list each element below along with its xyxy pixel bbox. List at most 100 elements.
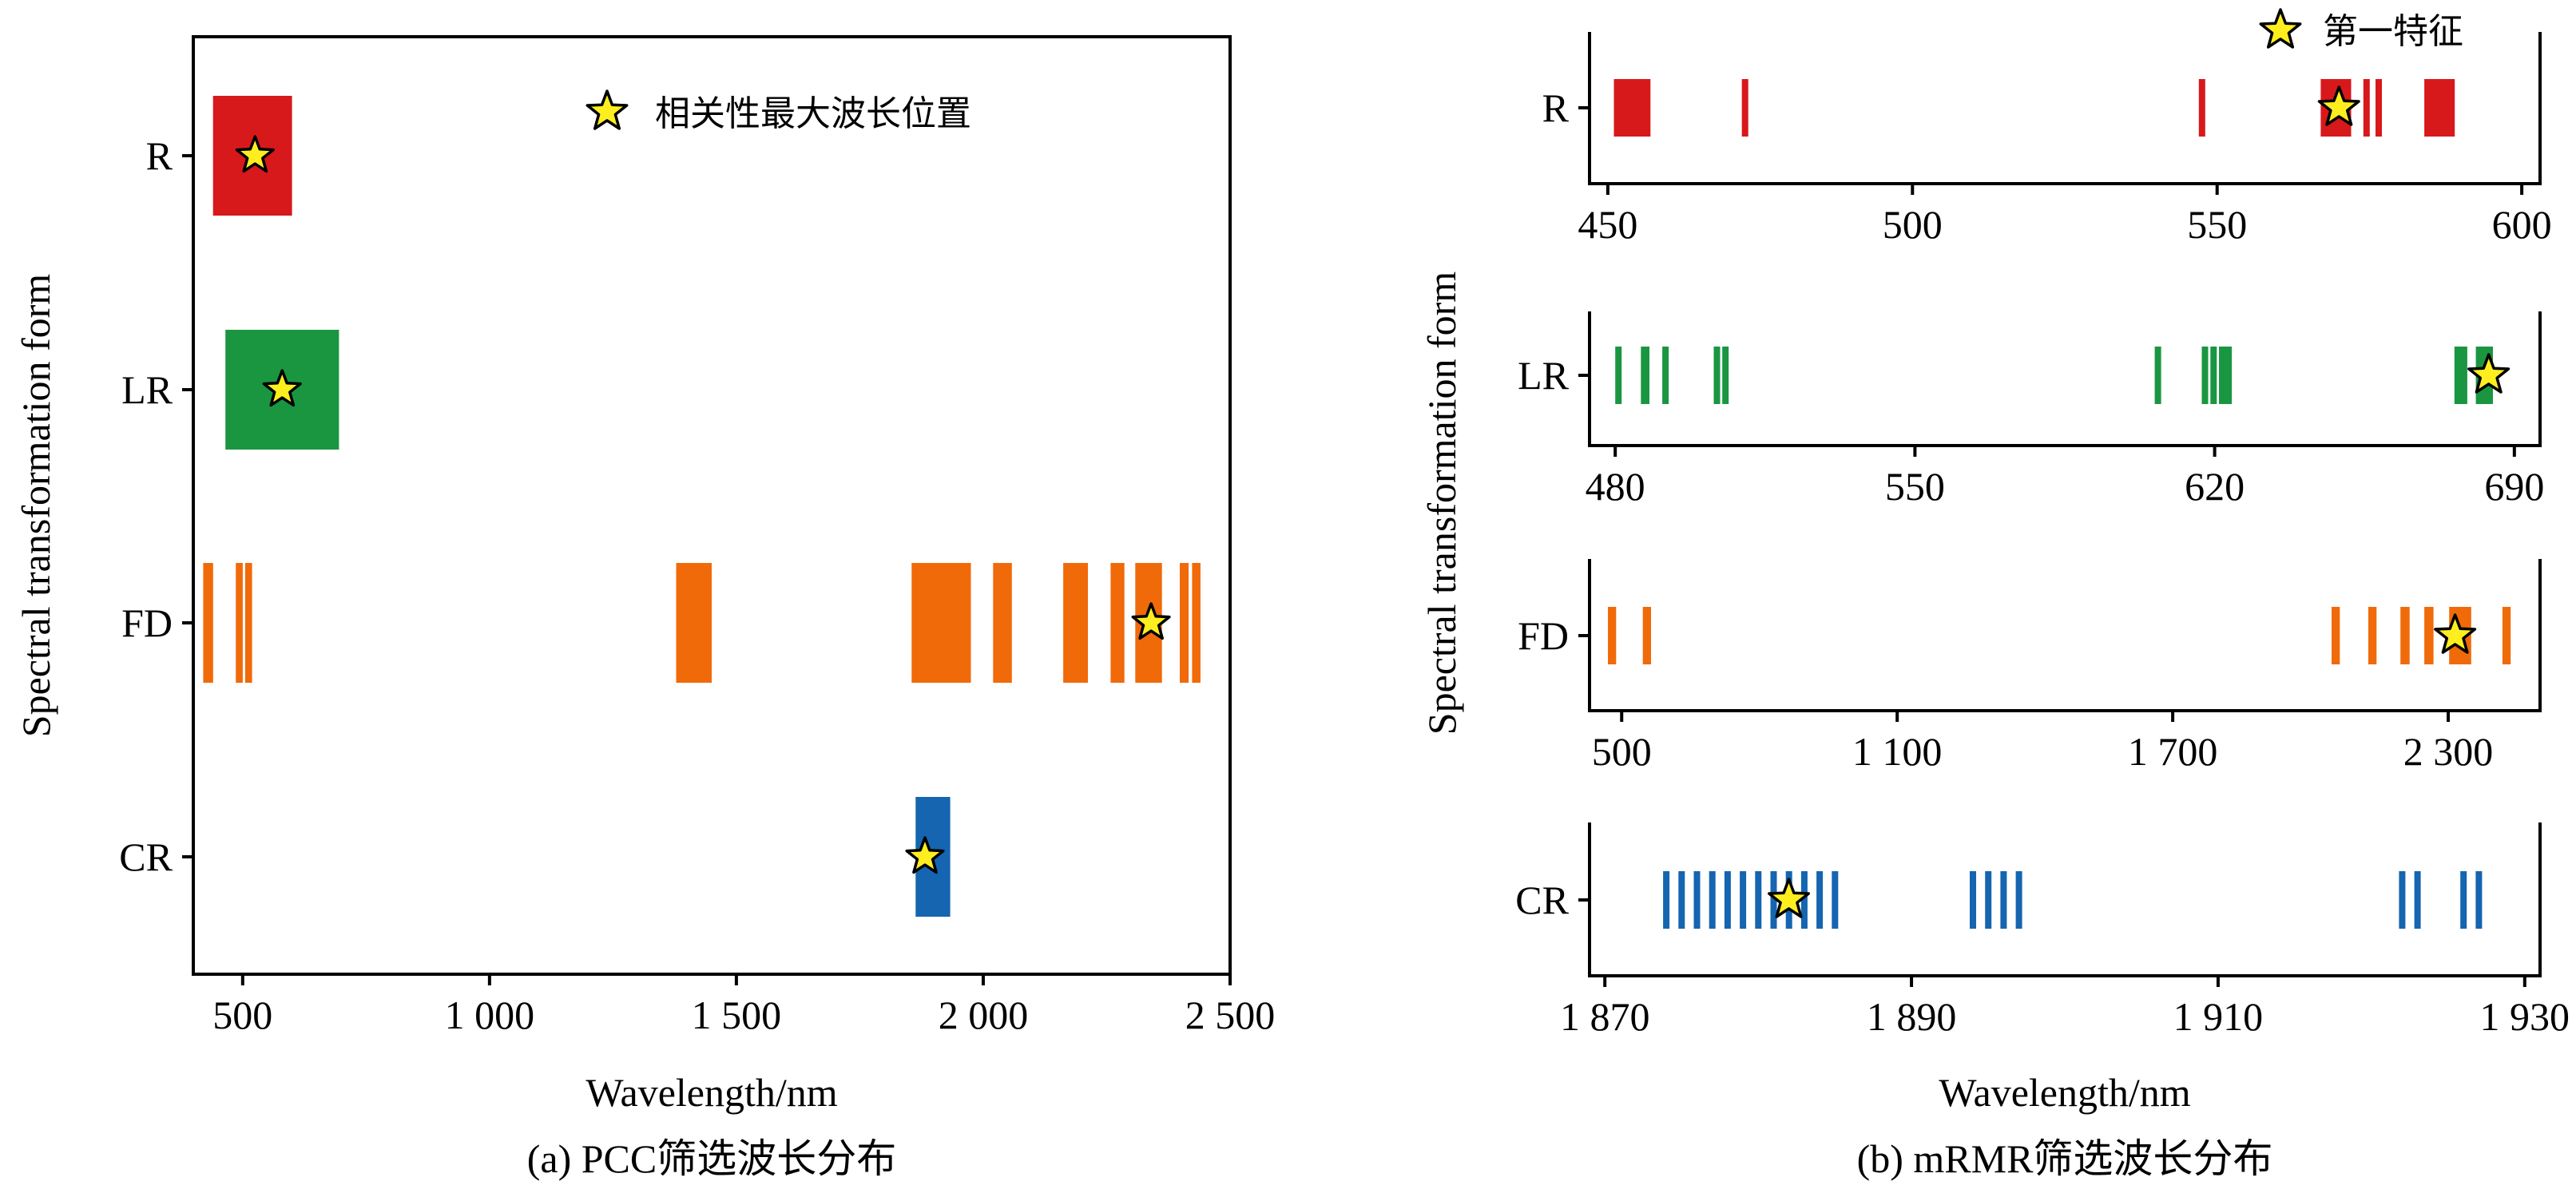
y-tick-label-a-3: CR xyxy=(119,834,173,879)
caption-a: (a) PCC筛选波长分布 xyxy=(527,1136,897,1181)
y-axis-title-b: Spectral transformation form xyxy=(1419,271,1464,735)
bar-cr-7 xyxy=(1770,871,1777,929)
star-marker-b-fd xyxy=(2434,613,2477,654)
x-tick-label-b-r-2: 550 xyxy=(2187,202,2247,247)
x-tick-label-b-cr-0: 1 870 xyxy=(1560,994,1650,1039)
axes-frame-b-r xyxy=(1588,32,2542,185)
bar-lr-2 xyxy=(1662,347,1669,404)
bar-cr-9 xyxy=(1800,871,1808,929)
bar-fd-7 xyxy=(1110,563,1125,683)
x-tick-label-b-cr-1: 1 890 xyxy=(1867,994,1957,1039)
subplot-fd: 500 1 100 1 700 2 300 FD xyxy=(1518,559,2542,774)
legend-star-icon-b xyxy=(2259,8,2302,49)
star-marker-lr xyxy=(262,369,302,407)
x-tick-label-b-lr-2: 620 xyxy=(2185,464,2245,509)
x-tick-label-b-lr-0: 480 xyxy=(1586,464,1645,509)
series-cr xyxy=(905,797,951,917)
bar-cr-18 xyxy=(2460,871,2467,929)
panel-b: 450 500 550 600 R 480 550 620 690 LR 500 1 100 1 700… xyxy=(1419,8,2570,1181)
axes-frame-b-cr xyxy=(1588,822,2542,977)
subplot-lr: 480 550 620 690 LR xyxy=(1518,311,2544,509)
y-tick-label-b-lr: LR xyxy=(1518,353,1570,398)
y-tick-label-a-2: FD xyxy=(121,600,173,645)
y-axis-title-a: Spectral transformation form xyxy=(14,274,58,737)
bar-lr-8 xyxy=(2219,347,2233,404)
bar-cr-15 xyxy=(2015,871,2022,929)
x-tick-label-a-2: 1 500 xyxy=(692,993,782,1037)
x-tick-label-a-3: 2 000 xyxy=(939,993,1029,1037)
legend-a: 相关性最大波长位置 xyxy=(585,89,971,133)
legend-label-a: 相关性最大波长位置 xyxy=(655,94,971,133)
x-tick-label-b-r-0: 450 xyxy=(1578,202,1637,247)
x-tick-label-b-fd-1: 1 100 xyxy=(1852,729,1943,774)
legend-label-b: 第一特征 xyxy=(2323,12,2463,51)
bar-fd-3 xyxy=(2368,607,2377,664)
x-tick-label-b-cr-3: 1 930 xyxy=(2480,994,2570,1039)
bar-cr-2 xyxy=(1693,871,1701,929)
bar-fd-6 xyxy=(1063,563,1088,683)
x-tick-label-a-1: 1 000 xyxy=(445,993,535,1037)
bar-cr-17 xyxy=(2414,871,2421,929)
bar-fd-0 xyxy=(1608,607,1617,664)
bar-lr-6 xyxy=(2201,347,2209,404)
y-tick-label-a-1: LR xyxy=(121,367,173,412)
bar-lr-5 xyxy=(2154,347,2161,404)
bar-cr-16 xyxy=(2399,871,2406,929)
star-marker-fd xyxy=(1131,602,1171,640)
legend-b: 第一特征 xyxy=(2259,8,2463,51)
bar-lr-4 xyxy=(1722,347,1729,404)
bar-lr-0 xyxy=(1615,347,1622,404)
y-tick-label-b-fd: FD xyxy=(1518,613,1569,658)
bar-cr-0 xyxy=(1663,871,1670,929)
bar-r-5 xyxy=(2376,79,2382,137)
bar-cr-14 xyxy=(2000,871,2007,929)
y-tick-label-b-r: R xyxy=(1542,85,1570,130)
y-tick-label-b-cr: CR xyxy=(1515,878,1569,922)
star-marker-b-cr xyxy=(1768,878,1810,918)
panel-a: 500 1 000 1 500 2 000 2 500 R LR FD CR Wavelength… xyxy=(14,35,1276,1181)
series-lr xyxy=(225,330,339,450)
bar-fd-4 xyxy=(911,563,971,683)
x-tick-label-b-r-1: 500 xyxy=(1883,202,1943,247)
bar-fd-2 xyxy=(244,563,252,683)
x-tick-label-b-lr-1: 550 xyxy=(1885,464,1945,509)
x-tick-label-a-0: 500 xyxy=(212,993,272,1037)
axes-frame-b-fd xyxy=(1588,559,2542,712)
x-tick-label-b-fd-0: 500 xyxy=(1592,729,1652,774)
bar-r-4 xyxy=(2363,79,2370,137)
bar-fd-2 xyxy=(2332,607,2340,664)
bar-cr-13 xyxy=(1985,871,1992,929)
bar-fd-1 xyxy=(1642,607,1651,664)
x-tick-label-b-r-3: 600 xyxy=(2492,202,2552,247)
bar-cr-6 xyxy=(1755,871,1762,929)
bar-cr-12 xyxy=(1970,871,1976,929)
bar-lr-1 xyxy=(1641,347,1649,404)
bar-cr-1 xyxy=(1678,871,1685,929)
bar-cr-5 xyxy=(1740,871,1747,929)
bar-fd-0 xyxy=(203,563,213,683)
bar-fd-1 xyxy=(236,563,243,683)
axes-frame-a xyxy=(192,35,1232,976)
bar-r-6 xyxy=(2424,79,2455,137)
series-r xyxy=(212,96,292,216)
x-axis-title-a: Wavelength/nm xyxy=(585,1070,837,1115)
bar-cr-10 xyxy=(1816,871,1824,929)
bar-cr-3 xyxy=(1709,871,1716,929)
axes-frame-b-lr xyxy=(1588,311,2542,447)
bar-lr-9 xyxy=(2454,347,2467,404)
bar-fd-10 xyxy=(1192,563,1201,683)
star-marker-r xyxy=(235,135,275,173)
x-tick-label-b-lr-3: 690 xyxy=(2484,464,2544,509)
bar-cr-11 xyxy=(1832,871,1839,929)
bar-lr-7 xyxy=(2210,347,2217,404)
bar-r-2 xyxy=(2198,79,2205,137)
caption-b: (b) mRMR筛选波长分布 xyxy=(1857,1136,2273,1181)
star-marker-cr xyxy=(905,836,945,874)
bar-r-0 xyxy=(1613,79,1651,137)
bar-lr-3 xyxy=(1713,347,1721,404)
series-fd xyxy=(203,563,1201,683)
x-tick-label-a-4: 2 500 xyxy=(1185,993,1276,1037)
bar-r-1 xyxy=(1741,79,1748,137)
x-tick-label-b-fd-2: 1 700 xyxy=(2128,729,2218,774)
